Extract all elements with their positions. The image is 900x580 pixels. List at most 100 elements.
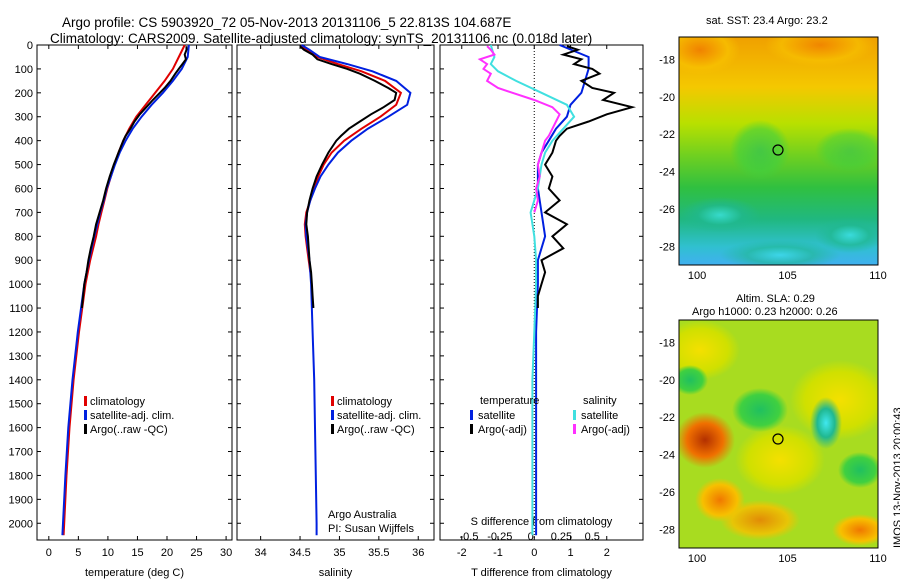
y-tick-label: 1800 bbox=[9, 470, 33, 482]
series-line-satellite-adj-clim- bbox=[301, 44, 412, 536]
sst-map-title: sat. SST: 23.4 Argo: 23.2 bbox=[706, 15, 828, 27]
secondary-x-tick-label: -0.5 bbox=[460, 531, 479, 543]
x-tick-label: 35 bbox=[333, 547, 345, 559]
x-tick-label: 34 bbox=[255, 547, 267, 559]
legend-label: Argo(..raw -QC) bbox=[90, 424, 168, 436]
figure-title-line1: Argo profile: CS 5903920_72 05-Nov-2013 … bbox=[62, 15, 512, 30]
sst-map-axes: 100 105 110 -18 -20 -22 -24 -26 -28 bbox=[659, 54, 887, 282]
annotation-text: PI: Susan Wijffels bbox=[328, 523, 414, 535]
secondary-x-tick-label: 0 bbox=[528, 531, 534, 543]
x-axis-label: salinity bbox=[319, 567, 353, 579]
legend-label: climatology bbox=[337, 396, 393, 408]
x-tick-label: -2 bbox=[457, 547, 467, 559]
y-tick-label: 700 bbox=[15, 207, 33, 219]
legend-swatch bbox=[331, 410, 334, 420]
figure-title-line2: Climatology: CARS2009. Satellite-adjuste… bbox=[50, 31, 593, 46]
x-tick-label: 30 bbox=[220, 547, 232, 559]
x-tick-label: 34.5 bbox=[289, 547, 310, 559]
x-tick-label: 25 bbox=[190, 547, 202, 559]
series-line-argo-raw-qc- bbox=[80, 46, 188, 309]
y-tick-label: -18 bbox=[659, 337, 675, 349]
legend-label: satellite bbox=[581, 410, 618, 422]
x-tick-label: 5 bbox=[75, 547, 81, 559]
y-tick-label: -22 bbox=[659, 129, 675, 141]
sla-map-title: Altim. SLA: 0.29 bbox=[736, 293, 815, 305]
x-tick-label: 105 bbox=[778, 553, 796, 565]
x-tick-label: 10 bbox=[102, 547, 114, 559]
y-tick-label: 1700 bbox=[9, 447, 33, 459]
profile-panel-1: 0 5 10 15 20 25 300100200300400500600700800900… bbox=[9, 40, 233, 579]
legend-swatch bbox=[331, 424, 334, 434]
y-tick-label: -18 bbox=[659, 54, 675, 66]
series-line-climatology bbox=[62, 44, 186, 536]
legend-swatch bbox=[84, 410, 87, 420]
series-line-argo-adj- bbox=[536, 45, 637, 308]
y-tick-label: 200 bbox=[15, 88, 33, 100]
legend-swatch bbox=[470, 424, 473, 434]
legend-label: satellite-adj. clim. bbox=[337, 410, 421, 422]
y-tick-label: -24 bbox=[659, 450, 675, 462]
x-tick-label: 110 bbox=[869, 270, 887, 282]
x-axis-label: temperature (deg C) bbox=[85, 567, 184, 579]
legend-swatch bbox=[84, 396, 87, 406]
x-tick-label: 35.5 bbox=[368, 547, 389, 559]
x-tick-label: 100 bbox=[688, 270, 706, 282]
legend-swatch bbox=[84, 424, 87, 434]
legend-swatch bbox=[470, 410, 473, 420]
sla-map-subtitle: Argo h1000: 0.23 h2000: 0.26 bbox=[692, 306, 838, 318]
y-tick-label: 300 bbox=[15, 112, 33, 124]
y-tick-label: 400 bbox=[15, 136, 33, 148]
sst-map: sat. SST: 23.4 Argo: 23.2 bbox=[678, 15, 879, 266]
secondary-x-tick-label: 0.5 bbox=[585, 531, 600, 543]
series-line-satellite-adj-clim- bbox=[61, 44, 190, 536]
x-axis-label: T difference from climatology bbox=[471, 567, 612, 579]
series-line-satellite bbox=[535, 44, 590, 536]
legend-label: climatology bbox=[90, 396, 146, 408]
legend-label: Argo(-adj) bbox=[581, 424, 630, 436]
y-tick-label: 600 bbox=[15, 183, 33, 195]
plot-frame bbox=[36, 44, 233, 541]
y-tick-label: 1100 bbox=[9, 303, 33, 315]
x-tick-label: 1 bbox=[567, 547, 573, 559]
series-line-satellite bbox=[489, 44, 576, 536]
legend-label: satellite bbox=[478, 410, 515, 422]
profile-panel-2: 34 34.5 35 35.5 36 salinity climatology satelli… bbox=[236, 44, 435, 579]
legend-label: Argo(-adj) bbox=[478, 424, 527, 436]
series-line-argo-raw-qc- bbox=[299, 45, 398, 309]
secondary-x-axis-label: S difference from climatology bbox=[471, 516, 613, 528]
legend-title-salinity: salinity bbox=[583, 395, 617, 407]
y-tick-label: 0 bbox=[27, 40, 33, 52]
y-tick-label: 1600 bbox=[9, 423, 33, 435]
x-tick-label: 0 bbox=[531, 547, 537, 559]
series-line-climatology bbox=[300, 44, 403, 273]
legend-label: satellite-adj. clim. bbox=[90, 410, 174, 422]
y-tick-label: 1900 bbox=[9, 494, 33, 506]
x-tick-label: 20 bbox=[161, 547, 173, 559]
legend-swatch bbox=[331, 396, 334, 406]
plot-frame bbox=[236, 44, 435, 541]
annotation-text: Argo Australia bbox=[328, 509, 397, 521]
x-tick-label: 36 bbox=[412, 547, 424, 559]
profile-panel-3: -2 -1 0 1 2 T difference from climatology S di… bbox=[439, 44, 644, 579]
series-line-argo-adj- bbox=[477, 45, 561, 213]
y-tick-label: -24 bbox=[659, 167, 675, 179]
y-tick-label: 1000 bbox=[9, 279, 33, 291]
y-tick-label: 1400 bbox=[9, 375, 33, 387]
plot-frame bbox=[439, 44, 644, 541]
secondary-x-tick-label: 0.25 bbox=[551, 531, 572, 543]
x-tick-label: -1 bbox=[493, 547, 503, 559]
y-tick-label: -26 bbox=[659, 487, 675, 499]
legend-title-temperature: temperature bbox=[480, 395, 539, 407]
y-tick-label: -20 bbox=[659, 375, 675, 387]
x-tick-label: 110 bbox=[869, 553, 887, 565]
y-tick-label: 100 bbox=[15, 64, 33, 76]
legend-label: Argo(..raw -QC) bbox=[337, 424, 415, 436]
y-tick-label: -26 bbox=[659, 204, 675, 216]
x-tick-label: 15 bbox=[131, 547, 143, 559]
y-tick-label: 1300 bbox=[9, 351, 33, 363]
y-tick-label: -28 bbox=[659, 524, 675, 536]
x-tick-label: 100 bbox=[688, 553, 706, 565]
argo-position-marker bbox=[772, 433, 784, 445]
sla-map: Altim. SLA: 0.29 Argo h1000: 0.23 h2000:… bbox=[678, 293, 879, 549]
